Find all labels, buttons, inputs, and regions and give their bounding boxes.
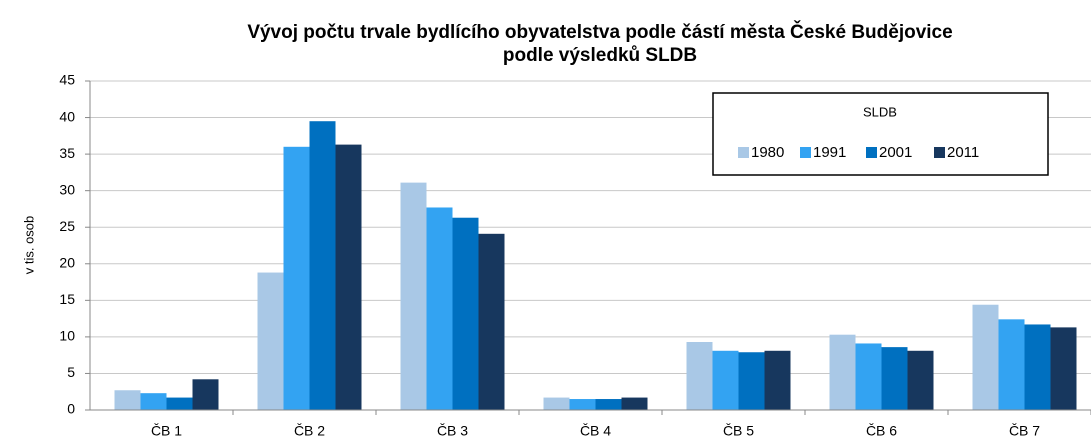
y-tick-label: 15 bbox=[59, 291, 75, 307]
legend-swatch bbox=[866, 147, 877, 158]
bar bbox=[907, 350, 934, 410]
bar bbox=[426, 207, 453, 410]
bar bbox=[166, 397, 193, 410]
y-tick-label: 10 bbox=[59, 328, 75, 344]
legend-swatch bbox=[800, 147, 811, 158]
bar bbox=[712, 350, 739, 410]
legend-label: 1991 bbox=[813, 144, 846, 161]
bar bbox=[1050, 327, 1077, 410]
bar bbox=[686, 342, 713, 410]
chart-title: Vývoj počtu trvale bydlícího obyvatelstv… bbox=[247, 21, 952, 43]
y-tick-label: 35 bbox=[59, 145, 75, 161]
bar bbox=[335, 144, 362, 410]
bar bbox=[114, 390, 141, 410]
x-tick-label: ČB 7 bbox=[1009, 423, 1040, 439]
y-tick-label: 25 bbox=[59, 218, 75, 234]
bar bbox=[998, 319, 1025, 410]
bar bbox=[855, 343, 882, 410]
bar bbox=[283, 146, 310, 411]
bar bbox=[309, 121, 336, 410]
bar bbox=[543, 397, 570, 410]
y-tick-label: 30 bbox=[59, 181, 75, 197]
legend-label: 2011 bbox=[947, 144, 979, 161]
x-tick-label: ČB 2 bbox=[294, 423, 325, 439]
bar bbox=[881, 347, 908, 410]
bar bbox=[972, 304, 999, 410]
legend-box bbox=[712, 92, 1049, 176]
y-axis-label: v tis. osob bbox=[21, 216, 36, 275]
bar bbox=[192, 379, 219, 410]
legend-label: 1980 bbox=[751, 144, 784, 161]
x-tick-label: ČB 3 bbox=[437, 423, 468, 439]
chart-title: podle výsledků SLDB bbox=[503, 45, 697, 66]
bar bbox=[140, 393, 167, 410]
bar bbox=[452, 217, 479, 410]
x-tick-label: ČB 4 bbox=[580, 423, 611, 439]
x-tick-label: ČB 6 bbox=[866, 423, 897, 439]
bar bbox=[829, 334, 856, 410]
legend-swatch bbox=[934, 147, 945, 158]
bar bbox=[621, 397, 648, 410]
y-tick-label: 20 bbox=[59, 254, 75, 270]
x-tick-label: ČB 5 bbox=[723, 423, 754, 439]
y-tick-label: 0 bbox=[67, 401, 75, 417]
legend-label: 2001 bbox=[879, 144, 912, 161]
y-tick-label: 40 bbox=[59, 108, 75, 124]
bar bbox=[595, 399, 622, 410]
bar bbox=[400, 182, 427, 410]
bar bbox=[1024, 324, 1051, 410]
x-tick-label: ČB 1 bbox=[151, 423, 182, 439]
y-tick-label: 45 bbox=[59, 72, 75, 88]
legend-title: SLDB bbox=[863, 104, 897, 119]
bar bbox=[257, 272, 284, 410]
bar bbox=[764, 350, 791, 410]
bar bbox=[478, 233, 505, 410]
y-tick-label: 5 bbox=[67, 364, 75, 380]
bar bbox=[569, 399, 596, 410]
legend-swatch bbox=[738, 147, 749, 158]
bar bbox=[738, 352, 765, 410]
